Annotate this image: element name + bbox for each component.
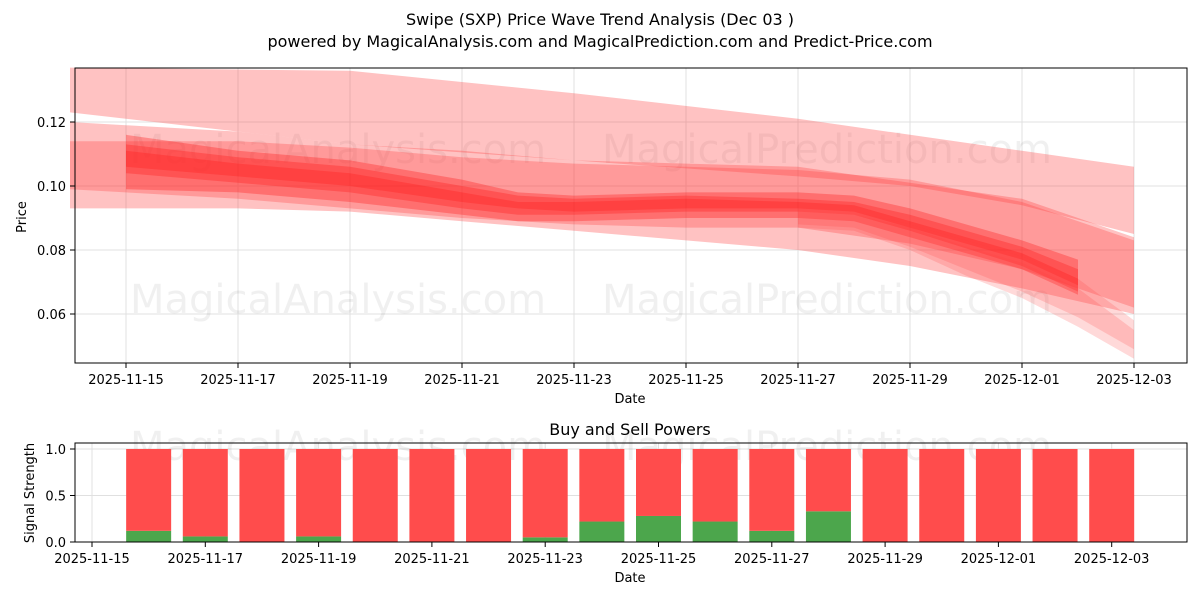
- watermark-prediction-mid: MagicalPrediction.com: [602, 277, 1052, 323]
- signal-x-tick: 2025-11-19: [281, 552, 357, 567]
- buy-bar: [636, 516, 681, 542]
- sell-bar: [296, 449, 341, 536]
- sell-bar: [409, 449, 454, 542]
- price-y-tick: 0.06: [37, 308, 66, 323]
- sell-bar: [523, 449, 568, 537]
- price-x-tick: 2025-12-01: [984, 373, 1060, 388]
- signal-x-tick: 2025-12-01: [961, 552, 1037, 567]
- buy-bar: [523, 537, 568, 542]
- signal-y-tick: 1.0: [45, 443, 66, 458]
- sell-bar: [353, 449, 398, 542]
- buy-bar: [693, 522, 738, 542]
- price-y-tick: 0.10: [37, 180, 66, 195]
- sell-bar: [976, 449, 1021, 542]
- buy-bar: [579, 522, 624, 542]
- sell-bar: [863, 449, 908, 542]
- sell-bar: [749, 449, 794, 531]
- sell-bar: [1089, 449, 1134, 542]
- price-x-axis-label: Date: [614, 392, 645, 407]
- sell-bar: [636, 449, 681, 516]
- sell-bar: [1033, 449, 1078, 542]
- price-x-tick: 2025-12-03: [1096, 373, 1172, 388]
- price-y-axis-label: Price: [15, 201, 30, 233]
- signal-x-tick: 2025-11-21: [394, 552, 470, 567]
- sell-bar: [183, 449, 228, 536]
- sell-bar: [806, 449, 851, 511]
- price-y-tick: 0.08: [37, 244, 66, 259]
- price-x-tick: 2025-11-19: [312, 373, 388, 388]
- price-x-tick: 2025-11-15: [88, 373, 164, 388]
- signal-x-tick: 2025-11-25: [621, 552, 697, 567]
- buy-bar: [749, 531, 794, 542]
- buy-bar: [126, 531, 171, 542]
- signal-x-tick: 2025-11-15: [54, 552, 130, 567]
- buy-bar: [806, 511, 851, 542]
- signal-y-tick: 0.5: [45, 490, 66, 505]
- sell-bar: [466, 449, 511, 542]
- signal-y-axis-label: Signal Strength: [23, 443, 38, 543]
- signal-x-tick: 2025-11-17: [168, 552, 244, 567]
- price-x-tick: 2025-11-29: [872, 373, 948, 388]
- signal-x-tick: 2025-11-23: [507, 552, 583, 567]
- buy-bar: [183, 536, 228, 542]
- chart-canvas: MagicalAnalysis.com MagicalPrediction.co…: [0, 0, 1200, 600]
- sell-bar: [126, 449, 171, 531]
- sell-bar: [239, 449, 284, 542]
- signal-x-tick: 2025-11-29: [847, 552, 923, 567]
- price-x-tick: 2025-11-21: [424, 373, 500, 388]
- sell-bar: [919, 449, 964, 542]
- signal-x-tick: 2025-12-03: [1074, 552, 1150, 567]
- price-x-tick: 2025-11-27: [760, 373, 836, 388]
- buy-bar: [296, 536, 341, 542]
- signal-x-tick: 2025-11-27: [734, 552, 810, 567]
- price-y-tick: 0.12: [37, 116, 66, 131]
- price-x-tick: 2025-11-23: [536, 373, 612, 388]
- price-x-tick: 2025-11-25: [648, 373, 724, 388]
- price-x-tick: 2025-11-17: [200, 373, 276, 388]
- watermark-analysis-mid: MagicalAnalysis.com: [130, 277, 546, 323]
- sell-bar: [579, 449, 624, 522]
- signal-y-tick: 0.0: [45, 536, 66, 551]
- sell-bar: [693, 449, 738, 522]
- signal-x-axis-label: Date: [614, 571, 645, 586]
